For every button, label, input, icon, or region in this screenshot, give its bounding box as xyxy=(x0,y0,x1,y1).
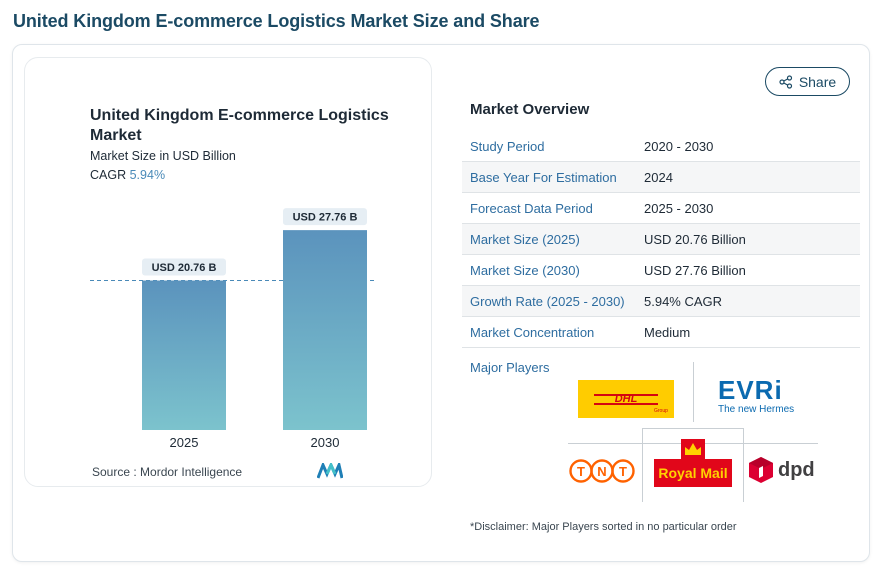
major-players-grid: DHL Group EVRi The new Hermes T N T Roya… xyxy=(565,362,820,502)
overview-row: Growth Rate (2025 - 2030) 5.94% CAGR xyxy=(462,286,860,317)
share-icon xyxy=(779,74,792,89)
overview-row: Market Concentration Medium xyxy=(462,317,860,348)
overview-key: Growth Rate (2025 - 2030) xyxy=(470,293,625,309)
data-label-bg xyxy=(283,208,367,226)
overview-row: Market Size (2030) USD 27.76 Billion xyxy=(462,255,860,286)
tnt-logo-icon: T N T xyxy=(569,459,635,483)
svg-text:T: T xyxy=(619,464,627,479)
x-tick-label: 2030 xyxy=(311,435,340,450)
bar-2025 xyxy=(142,280,226,430)
data-label-bg xyxy=(142,258,226,276)
evri-logo-text: EVRi xyxy=(718,375,783,405)
dhl-logo-sub: Group xyxy=(654,408,668,414)
source-label: Source : xyxy=(92,465,137,479)
dpd-logo-text: dpd xyxy=(778,458,815,481)
mordor-intelligence-logo-icon xyxy=(317,463,343,479)
overview-row: Forecast Data Period 2025 - 2030 xyxy=(462,193,860,224)
chart-subtitle: Market Size in USD Billion xyxy=(90,149,236,163)
chart-title: United Kingdom E-commerce Logistics Mark… xyxy=(90,107,389,144)
dhl-logo-text: DHL xyxy=(615,393,638,405)
overview-key: Market Concentration xyxy=(470,324,595,340)
overview-value: 2020 - 2030 xyxy=(644,138,714,154)
overview-value: Medium xyxy=(644,324,691,340)
overview-value: 2024 xyxy=(644,169,673,185)
data-label: USD 20.76 B xyxy=(152,262,217,274)
dpd-cube-icon xyxy=(749,457,773,483)
chart-card: United Kingdom E-commerce Logistics Mark… xyxy=(24,57,432,487)
royal-mail-logo-text: Royal Mail xyxy=(658,465,727,481)
overview-value: USD 20.76 Billion xyxy=(644,231,746,247)
overview-key: Base Year For Estimation xyxy=(470,169,617,185)
overview-row: Base Year For Estimation 2024 xyxy=(462,162,860,193)
overview-row: Study Period 2020 - 2030 xyxy=(462,131,860,162)
x-tick-label: 2025 xyxy=(170,435,199,450)
svg-text:N: N xyxy=(597,464,606,479)
bar-chart: USD 20.76 B 2025 USD 27.76 B 2030 xyxy=(90,208,375,450)
bar-2030 xyxy=(283,230,367,430)
overview-key: Market Size (2030) xyxy=(470,262,580,278)
source-value: Mordor Intelligence xyxy=(140,465,243,479)
chart-cagr: CAGR 5.94% xyxy=(90,168,165,182)
dhl-logo-icon: DHL Group xyxy=(578,380,674,418)
svg-text:T: T xyxy=(577,464,585,479)
overview-value: 2025 - 2030 xyxy=(644,200,714,216)
market-overview-table: Study Period 2020 - 2030 Base Year For E… xyxy=(462,131,860,348)
overview-value: 5.94% CAGR xyxy=(644,293,723,309)
page-title: United Kingdom E-commerce Logistics Mark… xyxy=(13,11,540,31)
chart-source: Source : Mordor Intelligence xyxy=(92,465,242,479)
market-overview-title: Market Overview xyxy=(470,101,590,118)
share-button[interactable]: Share xyxy=(765,67,850,96)
grid-divider xyxy=(743,428,744,502)
disclaimer: *Disclaimer: Major Players sorted in no … xyxy=(470,521,737,533)
share-label: Share xyxy=(798,73,837,90)
cagr-label: CAGR xyxy=(90,168,127,182)
overview-value: USD 27.76 Billion xyxy=(644,262,746,278)
overview-key: Forecast Data Period xyxy=(470,200,593,216)
evri-logo-sub: The new Hermes xyxy=(718,404,795,415)
grid-divider xyxy=(642,428,643,502)
overview-row: Market Size (2025) USD 20.76 Billion xyxy=(462,224,860,255)
royal-mail-logo-icon: Royal Mail xyxy=(654,439,732,487)
overview-key: Study Period xyxy=(470,138,545,154)
grid-divider xyxy=(693,362,694,422)
dpd-logo: dpd xyxy=(748,456,815,484)
cagr-value: 5.94% xyxy=(129,168,166,182)
grid-divider xyxy=(642,428,744,429)
evri-logo: EVRi The new Hermes xyxy=(718,376,803,416)
major-players-label: Major Players xyxy=(470,360,550,375)
overview-key: Market Size (2025) xyxy=(470,231,580,247)
data-label: USD 27.76 B xyxy=(293,212,358,224)
